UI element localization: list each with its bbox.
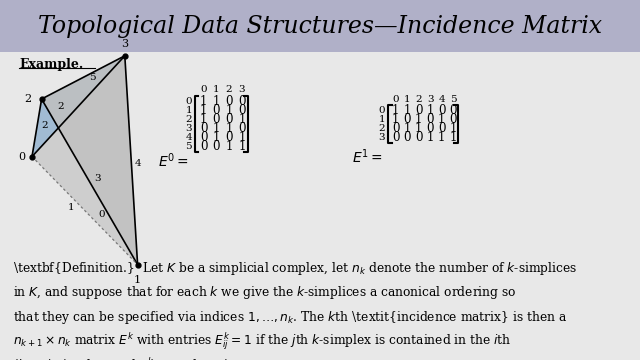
- Text: 1: 1: [238, 131, 246, 144]
- Text: 1: 1: [213, 85, 220, 94]
- Text: 1: 1: [379, 115, 385, 124]
- Text: \textbf{Definition.}  Let $K$ be a simplicial complex, let $n_k$ denote the numb: \textbf{Definition.} Let $K$ be a simpli…: [13, 260, 577, 277]
- Text: in $K$, and suppose that for each $k$ we give the $k$-simplices a canonical orde: in $K$, and suppose that for each $k$ we…: [13, 284, 516, 301]
- Polygon shape: [42, 56, 138, 265]
- Text: 0: 0: [415, 131, 422, 144]
- Text: that they can be specified via indices $1,\ldots,n_k$. The $k$th \textit{inciden: that they can be specified via indices $…: [13, 309, 567, 326]
- Text: 4: 4: [438, 94, 445, 104]
- Text: 3: 3: [186, 124, 192, 133]
- Text: $n_{k+1} \times n_k$ matrix $E^k$ with entries $E^k_{ij} = 1$ if the $j$th $k$-s: $n_{k+1} \times n_k$ matrix $E^k$ with e…: [13, 331, 511, 352]
- Text: 0: 0: [238, 95, 246, 108]
- Text: 0: 0: [438, 104, 445, 117]
- Text: 2: 2: [379, 124, 385, 133]
- Text: 1: 1: [212, 131, 220, 144]
- Text: 0: 0: [238, 122, 246, 135]
- Text: 0: 0: [426, 122, 434, 135]
- Text: 1: 1: [238, 113, 246, 126]
- Text: 5: 5: [450, 94, 456, 104]
- Text: 0: 0: [225, 95, 233, 108]
- Text: 1: 1: [238, 140, 246, 153]
- Text: 0: 0: [392, 131, 399, 144]
- Text: 1: 1: [438, 131, 445, 144]
- Text: 0: 0: [18, 152, 26, 162]
- Text: 0: 0: [415, 104, 422, 117]
- Text: 0: 0: [426, 113, 434, 126]
- Text: 1: 1: [212, 122, 220, 135]
- Text: $E^0=$: $E^0=$: [157, 151, 189, 170]
- Text: 0: 0: [99, 210, 106, 219]
- Text: 0: 0: [200, 85, 207, 94]
- Text: 0: 0: [200, 122, 207, 135]
- Text: 0: 0: [212, 140, 220, 153]
- Text: 1: 1: [200, 113, 207, 126]
- Text: 0: 0: [200, 131, 207, 144]
- Text: 1: 1: [392, 113, 399, 126]
- Text: 1: 1: [404, 94, 410, 104]
- Text: 1: 1: [426, 104, 434, 117]
- Text: 1: 1: [212, 95, 220, 108]
- Text: 0: 0: [212, 113, 220, 126]
- Text: 1: 1: [449, 122, 457, 135]
- Text: 3: 3: [239, 85, 245, 94]
- Text: 0: 0: [225, 131, 233, 144]
- Text: 2: 2: [186, 115, 192, 124]
- Text: 0: 0: [392, 94, 399, 104]
- Text: Example.: Example.: [19, 58, 83, 71]
- Text: 5: 5: [186, 142, 192, 151]
- Text: 0: 0: [225, 113, 233, 126]
- Text: 1: 1: [67, 202, 74, 211]
- Text: 1: 1: [200, 95, 207, 108]
- Text: 3: 3: [379, 133, 385, 142]
- Text: 2: 2: [226, 85, 232, 94]
- Bar: [0, 0, 640, 52]
- Text: 1: 1: [225, 122, 233, 135]
- Text: 1: 1: [225, 140, 233, 153]
- Text: 0: 0: [438, 122, 445, 135]
- Text: 2: 2: [415, 94, 422, 104]
- Text: 0: 0: [212, 104, 220, 117]
- Polygon shape: [32, 56, 138, 265]
- Text: 1: 1: [200, 104, 207, 117]
- Text: 0: 0: [186, 97, 192, 106]
- Text: 2: 2: [24, 94, 31, 104]
- Text: 4: 4: [134, 159, 141, 168]
- Text: 4: 4: [186, 133, 192, 142]
- Text: 0: 0: [449, 113, 457, 126]
- Text: 0: 0: [379, 106, 385, 115]
- Text: 2: 2: [58, 102, 65, 111]
- Text: 0: 0: [200, 140, 207, 153]
- Text: 3: 3: [94, 174, 100, 183]
- Text: 1: 1: [186, 106, 192, 115]
- Text: 1: 1: [415, 122, 422, 135]
- Text: 1: 1: [403, 104, 411, 117]
- Text: 0: 0: [238, 104, 246, 117]
- Text: 1: 1: [449, 131, 457, 144]
- Text: 3: 3: [121, 39, 129, 49]
- Text: $E^1=$: $E^1=$: [351, 147, 383, 166]
- Text: 3: 3: [427, 94, 433, 104]
- Text: 0: 0: [392, 122, 399, 135]
- Text: 0: 0: [449, 104, 457, 117]
- Text: $(k+1)$-simplex, and $E^k_{ij} = 0$ otherwise.: $(k+1)$-simplex, and $E^k_{ij} = 0$ othe…: [13, 355, 246, 360]
- Text: 0: 0: [403, 113, 411, 126]
- Text: 1: 1: [392, 104, 399, 117]
- Text: 1: 1: [438, 113, 445, 126]
- Text: Topological Data Structures—Incidence Matrix: Topological Data Structures—Incidence Ma…: [38, 15, 602, 39]
- Text: 1: 1: [134, 275, 141, 285]
- Polygon shape: [32, 56, 125, 157]
- Text: 1: 1: [403, 122, 411, 135]
- Bar: [0, 52, 640, 360]
- Text: 5: 5: [89, 73, 95, 82]
- Text: 1: 1: [426, 131, 434, 144]
- Text: 0: 0: [403, 131, 411, 144]
- Text: 2: 2: [41, 122, 48, 130]
- Text: 1: 1: [225, 104, 233, 117]
- Text: 1: 1: [415, 113, 422, 126]
